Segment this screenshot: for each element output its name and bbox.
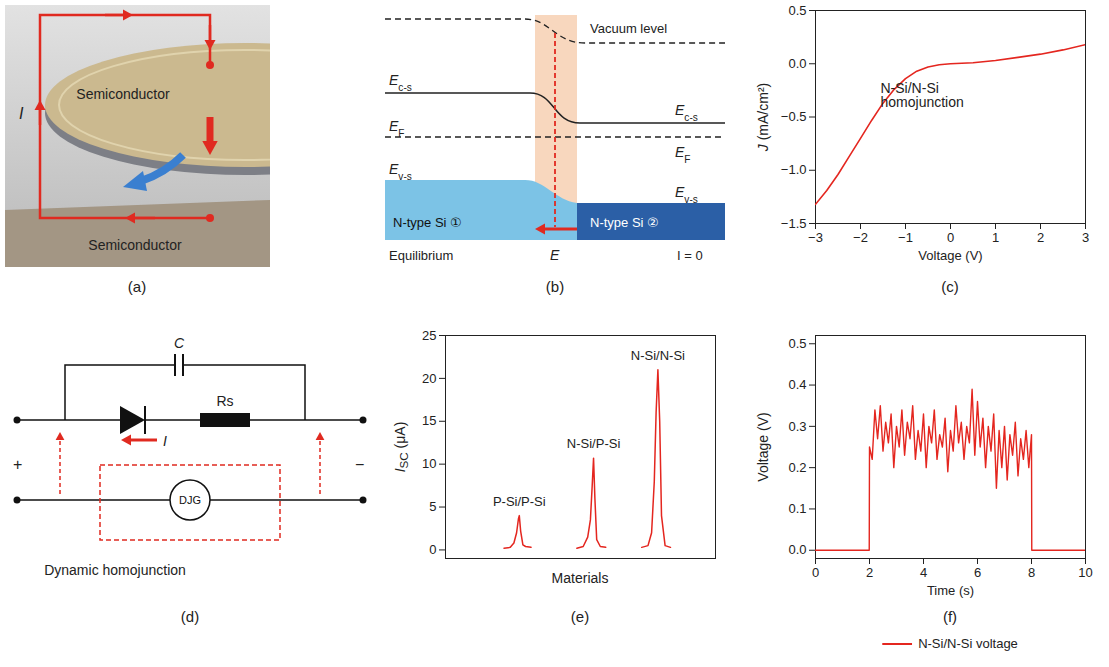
html-text:Voltage (V): Voltage (V)	[755, 411, 771, 482]
svg-text:Equilibrium: Equilibrium	[389, 248, 453, 263]
svg-text:DJG: DJG	[179, 494, 201, 506]
svg-text:−2: −2	[853, 230, 868, 245]
svg-text:0.0: 0.0	[788, 542, 806, 557]
svg-text:0.4: 0.4	[788, 377, 806, 392]
svg-text:N-Si/N-Si: N-Si/N-Si	[631, 348, 685, 363]
svg-text:0: 0	[429, 542, 436, 557]
html-text:Materials: Materials	[551, 570, 609, 586]
svg-text:EF: EF	[389, 118, 405, 139]
svg-text:I: I	[163, 433, 167, 449]
svg-text:10: 10	[1078, 565, 1092, 580]
svg-text:0.2: 0.2	[788, 460, 806, 475]
svg-text:P-Si/P-Si: P-Si/P-Si	[493, 494, 546, 509]
svg-text:10: 10	[422, 456, 436, 471]
svg-text:−: −	[355, 456, 364, 473]
svg-text:Dynamic homojunction: Dynamic homojunction	[44, 562, 186, 578]
html-text:(c): (c)	[941, 278, 959, 295]
svg-text:0.5: 0.5	[788, 336, 806, 351]
svg-text:−0.5: −0.5	[781, 109, 807, 124]
svg-text:25: 25	[422, 328, 436, 343]
html-text:(b): (b)	[545, 278, 565, 295]
html-text:(f): (f)	[942, 608, 958, 625]
html-text:I: I	[391, 468, 408, 472]
svg-text:20: 20	[422, 371, 436, 386]
html-text:(d): (d)	[180, 608, 200, 625]
html-text:(e): (e)	[570, 608, 590, 625]
svg-text:0.0: 0.0	[788, 56, 806, 71]
html-text:(μA): (μA)	[391, 421, 408, 452]
svg-text:0.1: 0.1	[788, 501, 806, 516]
svg-text:5: 5	[429, 499, 436, 514]
html-text:J: J	[755, 143, 771, 151]
svg-text:+: +	[13, 456, 22, 473]
svg-text:Semiconductor: Semiconductor	[76, 86, 170, 102]
svg-text:−1.0: −1.0	[781, 162, 807, 177]
svg-text:0.5: 0.5	[788, 3, 806, 18]
svg-text:0.3: 0.3	[788, 419, 806, 434]
svg-text:N-type Si ②: N-type Si ②	[590, 215, 659, 230]
svg-text:Ec-s: Ec-s	[389, 72, 412, 93]
svg-text:Ev-s: Ev-s	[675, 184, 698, 205]
svg-text:Vacuum level: Vacuum level	[590, 21, 667, 36]
html-text:N-Si/N-Si voltage: N-Si/N-Si voltage	[918, 636, 1018, 651]
svg-text:8: 8	[1028, 565, 1035, 580]
svg-text:−1: −1	[898, 230, 913, 245]
svg-text:Semiconductor: Semiconductor	[88, 237, 182, 253]
svg-text:6: 6	[974, 565, 981, 580]
svg-text:−3: −3	[808, 230, 823, 245]
svg-text:0: 0	[947, 230, 954, 245]
svg-text:N-Si/P-Si: N-Si/P-Si	[567, 436, 621, 451]
svg-text:Ec-s: Ec-s	[675, 102, 698, 123]
html-text:SC: SC	[397, 451, 411, 468]
svg-text:I = 0: I = 0	[677, 248, 703, 263]
svg-text:N-Si/N-Sihomojunction: N-Si/N-Sihomojunction	[881, 80, 964, 110]
svg-text:15: 15	[422, 413, 436, 428]
svg-text:Time (s): Time (s)	[927, 583, 974, 598]
svg-text:Ev-s: Ev-s	[389, 161, 412, 182]
html-text:(mA/cm²): (mA/cm²)	[755, 82, 771, 144]
svg-text:E: E	[550, 247, 560, 263]
svg-text:2: 2	[1037, 230, 1044, 245]
svg-text:1: 1	[992, 230, 999, 245]
svg-text:C: C	[174, 335, 185, 351]
svg-text:3: 3	[1082, 230, 1089, 245]
svg-text:0: 0	[812, 565, 819, 580]
svg-text:4: 4	[920, 565, 927, 580]
html-text:(a): (a)	[127, 278, 147, 295]
svg-text:Voltage (V): Voltage (V)	[918, 248, 982, 263]
svg-text:I: I	[19, 105, 24, 122]
svg-text:Rs: Rs	[216, 393, 233, 409]
svg-text:EF: EF	[675, 144, 691, 165]
svg-text:−1.5: −1.5	[781, 216, 807, 231]
svg-text:2: 2	[866, 565, 873, 580]
svg-text:N-type Si ①: N-type Si ①	[393, 215, 462, 230]
